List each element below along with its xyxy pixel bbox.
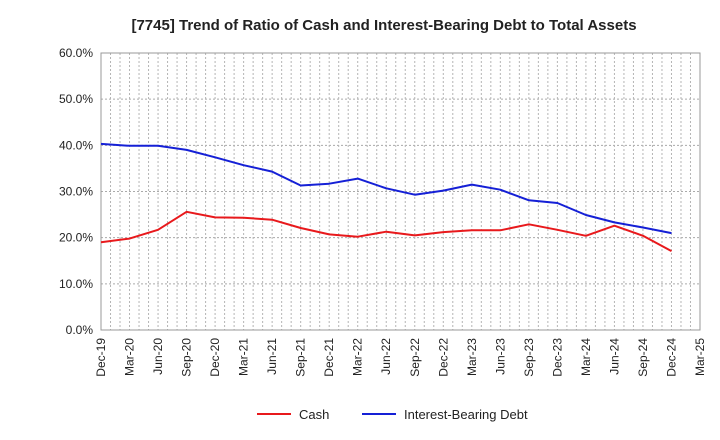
- x-tick-label: Dec-23: [550, 338, 564, 377]
- x-tick-label: Jun-23: [493, 338, 507, 375]
- chart-title: [7745] Trend of Ratio of Cash and Intere…: [131, 17, 636, 34]
- y-tick-label: 20.0%: [59, 231, 93, 245]
- x-tick-label: Jun-22: [379, 338, 393, 375]
- x-tick-label: Sep-22: [408, 338, 422, 377]
- y-tick-label: 0.0%: [66, 323, 94, 337]
- x-tick-label: Dec-21: [322, 338, 336, 377]
- x-tick-label: Jun-24: [607, 338, 621, 375]
- x-tick-label: Sep-21: [294, 338, 308, 377]
- x-tick-label: Mar-25: [693, 338, 707, 376]
- y-tick-label: 40.0%: [59, 138, 93, 152]
- x-tick-label: Mar-22: [351, 338, 365, 376]
- y-tick-label: 60.0%: [59, 46, 93, 60]
- y-tick-label: 50.0%: [59, 92, 93, 106]
- x-tick-label: Dec-20: [208, 338, 222, 377]
- x-tick-label: Jun-21: [265, 338, 279, 375]
- x-tick-label: Mar-23: [465, 338, 479, 376]
- x-tick-label: Mar-20: [123, 338, 137, 376]
- x-tick-label: Mar-24: [579, 338, 593, 376]
- legend-label: Cash: [299, 407, 329, 422]
- legend: Cash Interest-Bearing Debt: [257, 407, 528, 422]
- y-tick-label: 30.0%: [59, 185, 93, 199]
- x-tick-label: Sep-20: [180, 338, 194, 377]
- axes-layer: 0.0% 10.0% 20.0% 30.0% 40.0% 50.0% 60.0% Dec-19…: [59, 46, 707, 377]
- plot-area-frame: [100, 52, 701, 331]
- legend-label: Interest-Bearing Debt: [404, 407, 528, 422]
- series-line-interest-bearing-debt: [100, 142, 672, 235]
- x-tick-label: Sep-23: [522, 338, 536, 377]
- x-tick-label: Dec-22: [436, 338, 450, 377]
- series-layer: [100, 142, 672, 252]
- series-line-cash: [100, 210, 672, 252]
- x-tick-label: Mar-21: [237, 338, 251, 376]
- x-tick-label: Sep-24: [636, 338, 650, 377]
- x-tick-label: Dec-24: [664, 338, 678, 377]
- x-tick-label: Dec-19: [94, 338, 108, 377]
- y-tick-label: 10.0%: [59, 277, 93, 291]
- x-tick-label: Jun-20: [151, 338, 165, 375]
